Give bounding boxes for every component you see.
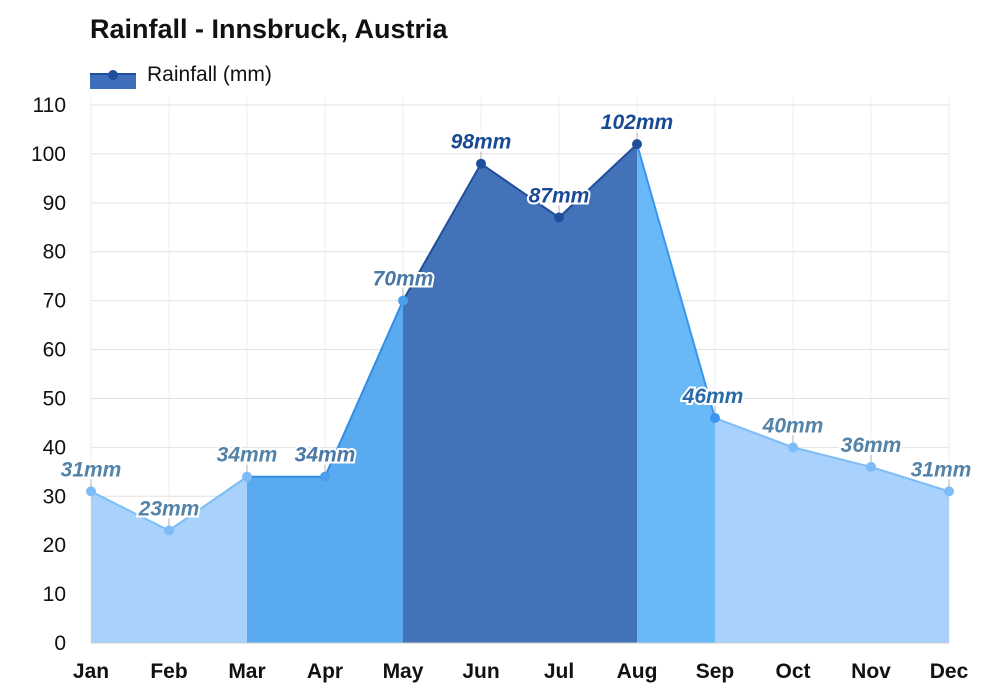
y-tick-label: 100 [31,143,66,166]
data-point[interactable] [86,486,96,497]
data-point[interactable] [788,442,798,453]
area-segment [91,491,169,643]
data-label: 31mm [911,458,972,481]
y-tick-label: 10 [43,583,66,606]
area-segment [169,476,247,643]
area-segment [637,144,715,644]
legend[interactable]: Rainfall (mm) [90,60,272,90]
x-tick-label: Aug [617,660,658,683]
series-line [480,162,560,219]
data-label: 87mm [529,184,590,207]
y-tick-label: 80 [43,241,66,264]
y-tick-label: 60 [43,339,66,362]
data-point[interactable] [866,461,876,472]
data-point[interactable] [164,525,174,536]
data-label: 34mm [217,444,278,467]
data-label: 98mm [451,131,512,154]
data-label: 31mm [61,458,122,481]
y-tick-label: 0 [54,632,66,655]
series-line [168,475,248,532]
y-tick-label: 90 [43,192,66,215]
legend-marker-icon [108,70,118,80]
x-tick-label: Oct [775,660,810,683]
y-tick-label: 40 [43,436,66,459]
series-line [636,143,716,419]
x-tick-label: Jul [544,660,574,683]
area-segment [403,163,481,643]
data-point[interactable] [632,139,642,150]
y-tick-label: 20 [43,534,66,557]
x-tick-label: Nov [851,660,891,683]
data-point[interactable] [710,413,720,424]
area-segment [481,163,559,643]
data-label: 36mm [841,434,902,457]
x-tick-label: Apr [307,660,343,683]
y-tick-label: 50 [43,387,66,410]
area-segment [793,447,871,643]
series-line [714,417,794,449]
x-tick-label: Sep [696,660,735,683]
series-line [558,143,638,219]
x-tick-label: Feb [150,660,187,683]
y-tick-label: 30 [43,485,66,508]
x-tick-label: Mar [228,660,265,683]
data-label: 23mm [138,498,200,521]
data-label: 34mm [295,444,356,467]
data-point[interactable] [944,486,954,497]
area-segment [871,466,949,643]
series-line [324,300,404,478]
area-segment [715,418,793,643]
y-tick-label: 110 [33,94,66,117]
data-point[interactable] [476,158,486,169]
data-point[interactable] [320,471,330,482]
data-label: 70mm [373,268,434,291]
chart-title: Rainfall - Innsbruck, Austria [90,14,448,44]
series-line [90,490,170,532]
area-segment [247,476,325,643]
x-tick-label: Jun [462,660,499,683]
series-line [402,163,482,302]
data-label: 40mm [762,414,824,437]
x-tick-label: Dec [930,660,969,683]
legend-label: Rainfall (mm) [147,63,272,86]
legend-swatch [90,61,136,89]
area-segment [559,144,637,644]
data-label: 46mm [682,385,744,408]
area-segment [325,300,403,643]
series-line [792,446,872,468]
y-tick-label: 70 [43,290,66,313]
data-label: 102mm [601,111,673,134]
x-tick-label: May [383,660,424,683]
data-point[interactable] [398,295,408,306]
data-point[interactable] [242,471,252,482]
x-tick-label: Jan [73,660,109,683]
series-line [870,465,950,493]
data-point[interactable] [554,212,564,223]
